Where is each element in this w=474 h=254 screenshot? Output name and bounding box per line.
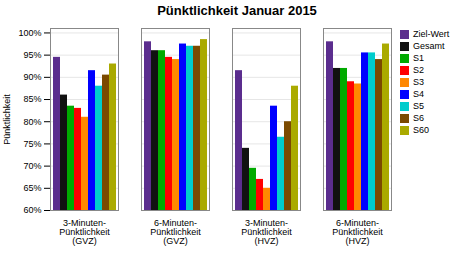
svg-text:6-Minuten-Pünktlichkeit(HVZ): 6-Minuten-Pünktlichkeit(HVZ) (332, 218, 383, 246)
html-text:Ziel-Wert: Ziel-Wert (413, 29, 450, 39)
svg-text:6-Minuten-Pünktlichkeit(GVZ): 6-Minuten-Pünktlichkeit(GVZ) (150, 218, 201, 246)
svg-text:65%: 65% (23, 183, 41, 193)
svg-text:80%: 80% (23, 117, 41, 127)
html-text:S60: S60 (413, 125, 429, 135)
svg-text:3-Minuten-Pünktlichkeit(GVZ): 3-Minuten-Pünktlichkeit(GVZ) (59, 218, 110, 246)
svg-text:100%: 100% (18, 28, 41, 38)
html-text:S1: S1 (413, 53, 424, 63)
svg-text:85%: 85% (23, 94, 41, 104)
svg-text:3-Minuten-Pünktlichkeit(HVZ): 3-Minuten-Pünktlichkeit(HVZ) (241, 218, 292, 246)
html-text:Gesamt: Gesamt (413, 41, 445, 51)
svg-text:60%: 60% (23, 205, 41, 215)
html-text:S6: S6 (413, 113, 424, 123)
html-text:S3: S3 (413, 77, 424, 87)
svg-text:Pünktlichkeit: Pünktlichkeit (2, 94, 12, 145)
svg-text:95%: 95% (23, 50, 41, 60)
html-text:S5: S5 (413, 101, 424, 111)
svg-text:70%: 70% (23, 161, 41, 171)
html-text:Pünktlichkeit Januar 2015: Pünktlichkeit Januar 2015 (157, 3, 317, 18)
svg-text:90%: 90% (23, 72, 41, 82)
svg-text:75%: 75% (23, 139, 41, 149)
html-text:S4: S4 (413, 89, 424, 99)
html-text:S2: S2 (413, 65, 424, 75)
